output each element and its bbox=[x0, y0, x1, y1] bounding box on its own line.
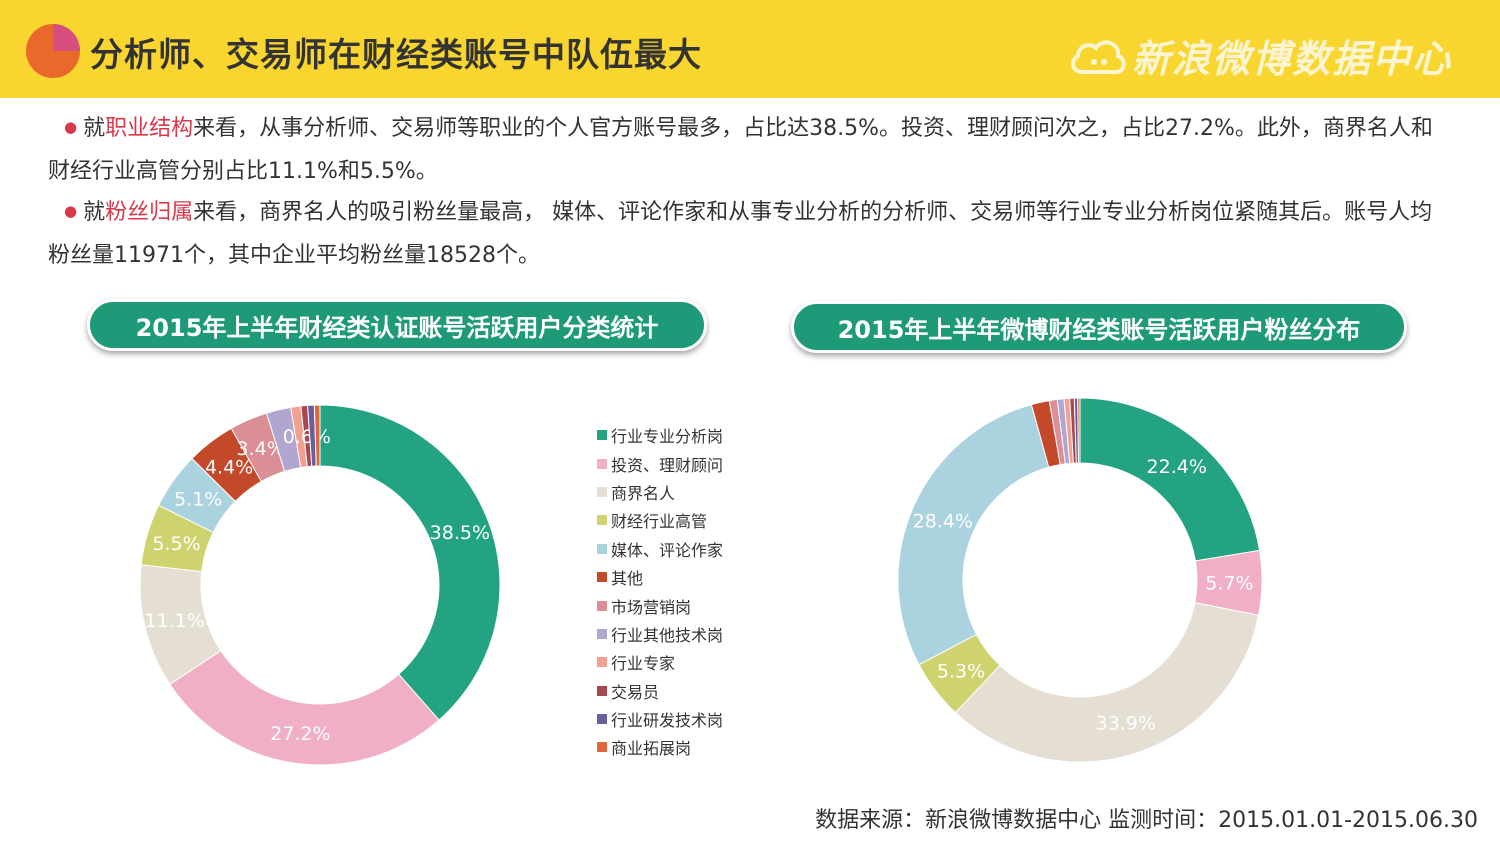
legend-label: 媒体、评论作家 bbox=[611, 540, 724, 560]
legend-label: 行业其他技术岗 bbox=[611, 625, 724, 645]
legend-swatch bbox=[597, 515, 607, 526]
data-source-note: 数据来源：新浪微博数据中心 监测时间：2015.01.01-2015.06.30 bbox=[815, 808, 1478, 833]
pie-chart-icon bbox=[26, 24, 80, 78]
left-chart-title: 2015年上半年财经类认证账号活跃用户分类统计 bbox=[87, 299, 707, 351]
legend-swatch bbox=[597, 628, 607, 639]
legend-label: 商业拓展岗 bbox=[611, 739, 692, 759]
legend-label: 交易员 bbox=[611, 682, 660, 702]
donut-slice bbox=[1079, 397, 1261, 562]
legend-item: 商界名人 bbox=[597, 478, 723, 506]
legend-item: 行业其他技术岗 bbox=[597, 620, 723, 648]
chart-legend: 行业专业分析岗 投资、理财顾问 商界名人财经行业高管 媒体、评论作家 其他市场营销岗行业… bbox=[597, 421, 723, 762]
legend-swatch bbox=[597, 742, 607, 753]
brand-logo: 新浪微博数据中心 bbox=[1068, 28, 1452, 83]
paragraph-text: 来看，商界名人的吸引粉丝量最高， 媒体、评论作家和从事专业分析的分析师、交易师等… bbox=[48, 200, 1433, 268]
legend-swatch bbox=[597, 572, 607, 583]
legend-label: 其他 bbox=[611, 569, 644, 589]
legend-item: 行业专家 bbox=[597, 648, 723, 676]
slice-label: 5.3% bbox=[937, 661, 985, 683]
legend-label: 行业研发技术岗 bbox=[611, 711, 724, 731]
legend-label: 商界名人 bbox=[611, 483, 676, 503]
legend-item: 投资、理财顾问 bbox=[597, 449, 723, 477]
legend-swatch bbox=[597, 486, 607, 497]
legend-swatch bbox=[597, 714, 607, 725]
legend-item: 财经行业高管 bbox=[597, 506, 723, 534]
donut-slice bbox=[169, 649, 440, 766]
paragraph-career-structure: ● 就职业结构来看，从事分析师、交易师等职业的个人官方账号最多，占比达38.5%。… bbox=[48, 108, 1453, 193]
paragraph-text: 来看，从事分析师、交易师等职业的个人官方账号最多，占比达38.5%。投资、理财顾… bbox=[48, 116, 1433, 184]
legend-item: 其他 bbox=[597, 563, 723, 591]
paragraph-highlight: 职业结构 bbox=[105, 116, 194, 141]
legend-item: 交易员 bbox=[597, 677, 723, 705]
legend-swatch bbox=[597, 430, 607, 441]
slice-label: 5.7% bbox=[1205, 572, 1253, 594]
legend-label: 投资、理财顾问 bbox=[611, 455, 724, 475]
header-bar: 分析师、交易师在财经类账号中队伍最大 新浪微博数据中心 bbox=[0, 0, 1500, 98]
legend-item: 市场营销岗 bbox=[597, 591, 723, 619]
legend-swatch bbox=[597, 685, 607, 696]
slice-label: 28.4% bbox=[913, 511, 973, 533]
slice-label: 38.5% bbox=[430, 522, 490, 544]
slice-label: 5.5% bbox=[152, 533, 200, 555]
slice-label: 11.1% bbox=[144, 610, 204, 632]
donut-slice bbox=[313, 404, 321, 467]
donut-slice bbox=[954, 602, 1260, 763]
slice-label: 4.4% bbox=[205, 456, 253, 478]
brand-name: 新浪微博数据中心 bbox=[1131, 37, 1452, 81]
legend-item: 媒体、评论作家 bbox=[597, 535, 723, 563]
right-chart-title: 2015年上半年微博财经类账号活跃用户粉丝分布 bbox=[791, 301, 1407, 353]
slice-label: 33.9% bbox=[1096, 712, 1156, 734]
paragraph-highlight: 粉丝归属 bbox=[105, 200, 194, 225]
page-title: 分析师、交易师在财经类账号中队伍最大 bbox=[90, 35, 702, 74]
legend-label: 行业专家 bbox=[611, 654, 676, 674]
donut-slice bbox=[319, 404, 501, 721]
legend-swatch bbox=[597, 543, 607, 554]
legend-item: 行业专业分析岗 bbox=[597, 421, 723, 449]
weibo-cloud-icon bbox=[1071, 39, 1126, 74]
slice-label: 0.6% bbox=[283, 426, 331, 448]
legend-item: 商业拓展岗 bbox=[597, 733, 723, 761]
paragraph-prefix: 就 bbox=[83, 116, 106, 141]
slice-label: 22.4% bbox=[1147, 456, 1207, 478]
legend-swatch bbox=[597, 458, 607, 469]
donut-slice bbox=[1077, 397, 1081, 464]
legend-swatch bbox=[597, 657, 607, 668]
donut-slice bbox=[897, 403, 1050, 666]
left-donut-chart: 38.5% 27.2% 11.1% 5.5% 5.1% 4.4%3.4%0.6% bbox=[139, 404, 501, 766]
paragraph-prefix: 就 bbox=[83, 200, 106, 225]
slice-label: 27.2% bbox=[270, 723, 330, 745]
slice-label: 5.1% bbox=[174, 488, 222, 510]
bullet-dot-icon: ● bbox=[64, 202, 78, 220]
legend-label: 行业专业分析岗 bbox=[611, 427, 724, 447]
legend-item: 行业研发技术岗 bbox=[597, 705, 723, 733]
slice-label: 3.4% bbox=[236, 438, 284, 460]
legend-label: 财经行业高管 bbox=[611, 512, 708, 532]
paragraph-fan-ownership: ● 就粉丝归属来看，商界名人的吸引粉丝量最高， 媒体、评论作家和从事专业分析的分析… bbox=[48, 192, 1453, 277]
right-donut-chart: 22.4% 5.7% 33.9% 5.3% 28.4% bbox=[897, 397, 1263, 763]
legend-swatch bbox=[597, 600, 607, 611]
legend-label: 市场营销岗 bbox=[611, 597, 692, 617]
bullet-dot-icon: ● bbox=[64, 118, 78, 136]
